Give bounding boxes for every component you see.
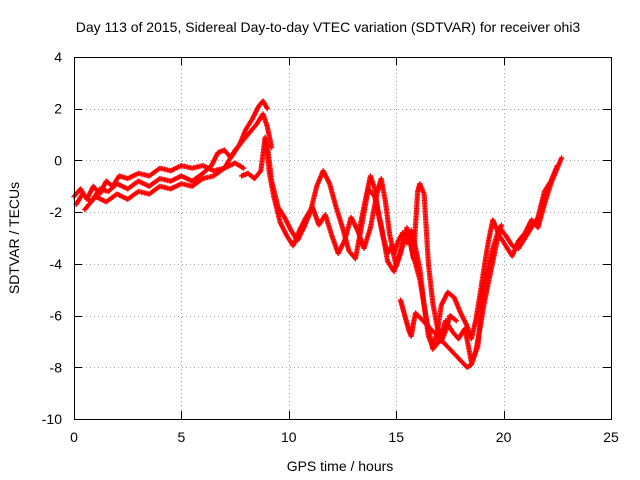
y-tick-label: 2 [54, 101, 62, 117]
data-point [558, 155, 565, 161]
data-point [498, 222, 505, 228]
x-tick-label: 15 [388, 429, 404, 445]
series-track-3 [82, 111, 275, 213]
series-track-7 [397, 222, 505, 370]
data-point [554, 163, 560, 169]
x-tick-label: 5 [178, 429, 186, 445]
y-axis-label: SDTVAR / TECUs [6, 182, 22, 294]
axis-ticks: 0 5 10 15 20 25 -10 -8 -6 -4 -2 0 2 4 [42, 49, 619, 445]
series-track-6 [357, 173, 459, 345]
y-tick-label: -6 [50, 308, 63, 324]
y-tick-label: -8 [50, 359, 63, 375]
x-tick-label: 20 [496, 429, 512, 445]
chart-title: Day 113 of 2015, Sidereal Day-to-day VTE… [76, 19, 581, 35]
data-point [452, 317, 458, 323]
data-point [241, 165, 247, 171]
y-tick-label: 4 [54, 49, 62, 65]
y-tick-label: -2 [50, 204, 63, 220]
y-tick-label: -4 [50, 256, 63, 272]
data-point [453, 318, 459, 324]
data-point [264, 106, 270, 112]
x-tick-label: 25 [603, 429, 619, 445]
y-tick-label: -10 [42, 411, 62, 427]
x-tick-label: 0 [70, 429, 78, 445]
x-axis-label: GPS time / hours [287, 458, 394, 474]
x-tick-label: 10 [281, 429, 297, 445]
plot-frame [74, 57, 612, 420]
data-points [71, 98, 565, 370]
y-tick-label: 0 [54, 152, 62, 168]
